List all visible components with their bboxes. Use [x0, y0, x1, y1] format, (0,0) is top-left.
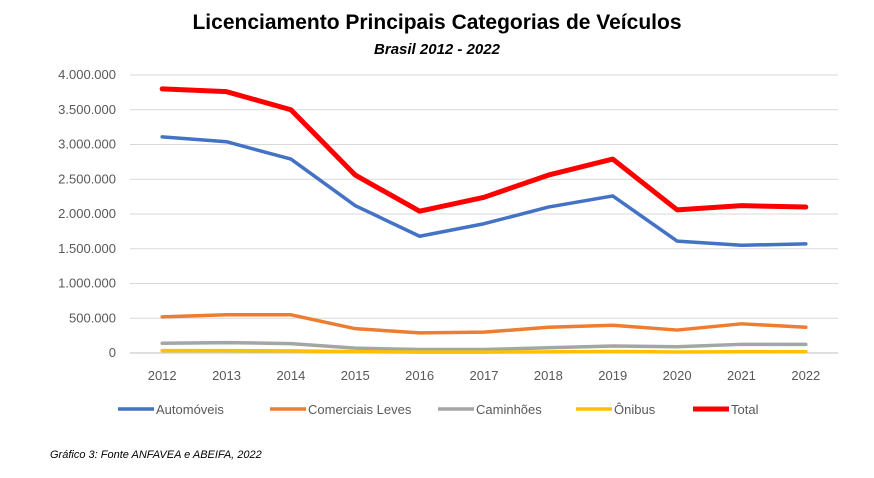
series-line-comerciais-leves	[162, 315, 806, 333]
x-tick-label: 2016	[405, 368, 434, 383]
chart-title: Licenciamento Principais Categorias de V…	[192, 11, 681, 34]
series-line--nibus	[162, 351, 806, 353]
x-tick-label: 2019	[598, 368, 627, 383]
x-tick-label: 2017	[470, 368, 499, 383]
source-note: Gráfico 3: Fonte ANFAVEA e ABEIFA, 2022	[50, 449, 262, 461]
x-tick-label: 2013	[212, 368, 241, 383]
legend-item: Automóveis	[118, 402, 224, 417]
legend-item: Total	[693, 402, 759, 417]
chart-subtitle: Brasil 2012 - 2022	[374, 41, 501, 58]
x-tick-label: 2021	[727, 368, 756, 383]
legend-label: Comerciais Leves	[308, 402, 412, 417]
legend-item: Comerciais Leves	[270, 402, 412, 417]
x-tick-label: 2015	[341, 368, 370, 383]
x-tick-label: 2018	[534, 368, 563, 383]
legend-label: Ônibus	[614, 402, 656, 417]
legend-label: Caminhões	[476, 402, 542, 417]
y-tick-label: 1.500.000	[58, 241, 116, 256]
y-tick-label: 2.000.000	[58, 206, 116, 221]
y-tick-label: 0	[109, 345, 116, 360]
y-tick-label: 4.000.000	[58, 67, 116, 82]
legend-label: Automóveis	[156, 402, 224, 417]
x-tick-label: 2012	[148, 368, 177, 383]
x-tick-label: 2022	[791, 368, 820, 383]
x-tick-label: 2014	[276, 368, 305, 383]
series-line-caminh-es	[162, 343, 806, 350]
y-tick-label: 500.000	[69, 310, 116, 325]
x-tick-label: 2020	[663, 368, 692, 383]
y-tick-label: 3.000.000	[58, 137, 116, 152]
y-tick-label: 1.000.000	[58, 276, 116, 291]
y-tick-label: 3.500.000	[58, 102, 116, 117]
series-line-autom-veis	[162, 137, 806, 245]
y-tick-label: 2.500.000	[58, 171, 116, 186]
legend-label: Total	[731, 402, 759, 417]
legend-item: Caminhões	[438, 402, 542, 417]
legend-item: Ônibus	[576, 402, 656, 417]
